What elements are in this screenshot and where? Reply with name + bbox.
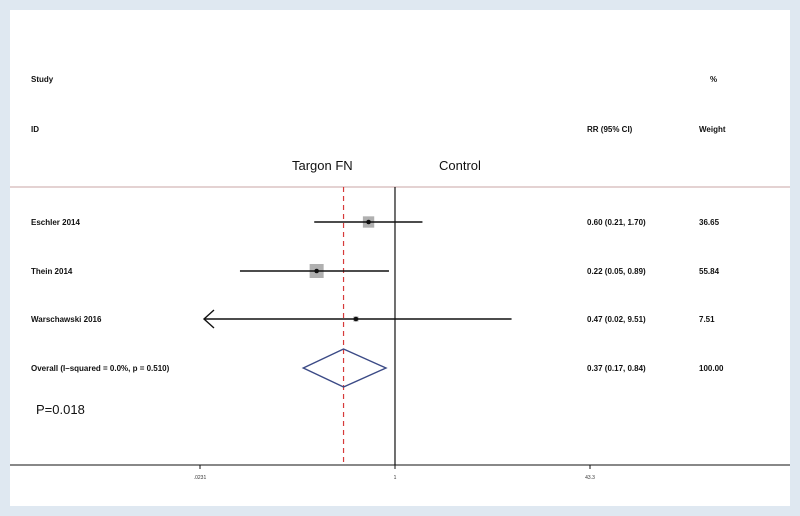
study-weight-text: 7.51 <box>699 315 715 324</box>
side-label-treatment: Targon FN <box>292 158 353 173</box>
p-value-annotation: P=0.018 <box>36 402 85 417</box>
x-tick-label: .0231 <box>194 475 207 481</box>
study-weight-text: 55.84 <box>699 267 720 276</box>
overall-ci-text: 0.37 (0.17, 0.84) <box>587 364 646 373</box>
overall-weight-text: 100.00 <box>699 364 724 373</box>
forest-plot-panel: Study ID RR (95% CI) % Weight Targon FN … <box>10 10 790 506</box>
forest-plot: Study ID RR (95% CI) % Weight Targon FN … <box>10 75 790 481</box>
study-point-estimate <box>314 268 319 274</box>
study-weight-text: 36.65 <box>699 218 720 227</box>
overall-diamond <box>301 348 388 388</box>
x-tick-label: 1 <box>394 475 397 481</box>
side-label-control: Control <box>439 158 481 173</box>
overall-label: Overall (I–squared = 0.0%, p = 0.510) <box>31 364 170 373</box>
header-id: ID <box>31 125 39 134</box>
study-ci-text: 0.22 (0.05, 0.89) <box>587 267 646 276</box>
study-ci-text: 0.47 (0.02, 9.51) <box>587 315 646 324</box>
header-study: Study <box>31 75 54 84</box>
study-point-estimate <box>353 316 359 322</box>
header-effect: RR (95% CI) <box>587 125 633 134</box>
study-label: Eschler 2014 <box>31 218 80 227</box>
study-label: Warschawski 2016 <box>31 315 102 324</box>
header-percent: % <box>710 75 717 84</box>
ci-truncation-arrow <box>202 309 215 329</box>
header-weight: Weight <box>699 125 726 134</box>
x-tick-label: 43.3 <box>585 475 595 481</box>
study-point-estimate <box>366 219 371 225</box>
study-label: Thein 2014 <box>31 267 73 276</box>
study-ci-text: 0.60 (0.21, 1.70) <box>587 218 646 227</box>
